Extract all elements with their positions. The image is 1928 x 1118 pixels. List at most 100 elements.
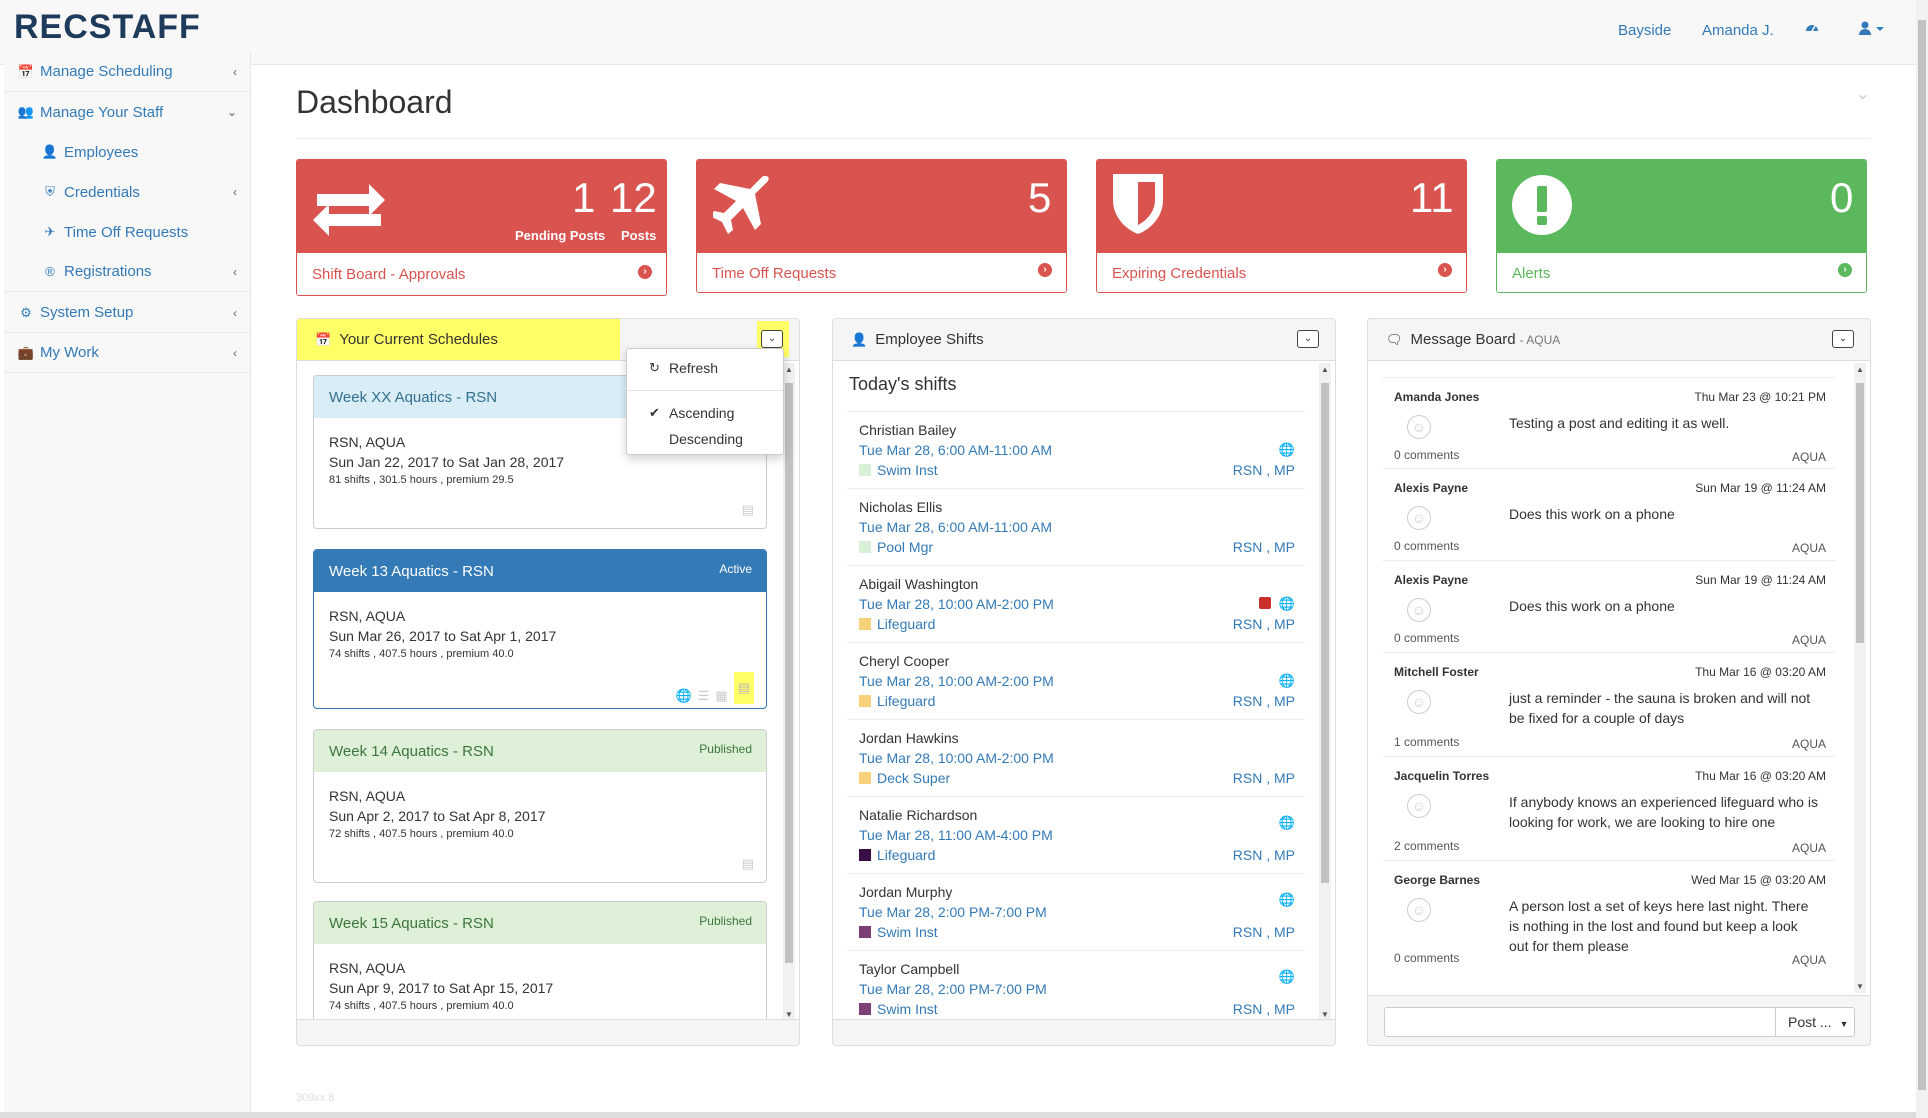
shift-time[interactable]: Tue Mar 28, 6:00 AM-11:00 AM bbox=[859, 442, 1052, 458]
comments-toggle[interactable]: 0 comments bbox=[1394, 631, 1460, 645]
shift-post-flag-icon[interactable] bbox=[1259, 597, 1271, 609]
message-board-toggle[interactable]: ⌄ bbox=[1832, 330, 1854, 348]
scroll-thumb[interactable] bbox=[1856, 383, 1864, 643]
refresh-menu-item[interactable]: ↻ Refresh bbox=[627, 357, 783, 379]
shift-row[interactable]: Nicholas Ellis Tue Mar 28, 6:00 AM-11:00… bbox=[847, 489, 1305, 566]
publish-icon[interactable]: ▤ bbox=[741, 502, 754, 517]
shift-time[interactable]: Tue Mar 28, 10:00 AM-2:00 PM bbox=[859, 750, 1054, 766]
scroll-up-icon[interactable]: ▲ bbox=[1856, 365, 1864, 374]
shift-location[interactable]: RSN , MP bbox=[1232, 539, 1295, 555]
smile-icon[interactable]: ☺ bbox=[1407, 415, 1431, 439]
sidebar-item-registrations[interactable]: ® Registrations ‹ bbox=[4, 252, 251, 292]
smile-icon[interactable]: ☺ bbox=[1407, 690, 1431, 714]
schedule-card[interactable]: Week 14 Aquatics - RSN Published RSN, AQ… bbox=[313, 729, 767, 883]
user-menu-icon[interactable] bbox=[1858, 20, 1886, 40]
sidebar-item-manage-scheduling[interactable]: 📅 Manage Scheduling ‹ bbox=[4, 52, 251, 92]
card-expiring-credentials[interactable]: 11 Expiring Credentials › bbox=[1096, 159, 1467, 293]
shift-role[interactable]: Swim Inst bbox=[859, 462, 938, 478]
shift-row[interactable]: Jordan Hawkins Tue Mar 28, 10:00 AM-2:00… bbox=[847, 720, 1305, 797]
comments-toggle[interactable]: 0 comments bbox=[1394, 951, 1460, 965]
card-shift-board-approvals[interactable]: 1 Pending Posts 12 Posts Shift Board - A… bbox=[296, 159, 667, 296]
scroll-up-icon[interactable]: ▲ bbox=[785, 365, 793, 374]
sidebar-item-manage-your-staff[interactable]: 👥 Manage Your Staff ⌄ bbox=[4, 92, 251, 132]
card-footer[interactable]: Shift Board - Approvals › bbox=[297, 253, 666, 295]
card-alerts[interactable]: 0 Alerts › bbox=[1496, 159, 1867, 293]
sidebar-item-employees[interactable]: 👤 Employees bbox=[4, 132, 251, 172]
shift-location[interactable]: RSN , MP bbox=[1232, 693, 1295, 709]
horizontal-scrollbar[interactable] bbox=[0, 1112, 1916, 1118]
schedule-card[interactable]: Week 13 Aquatics - RSN Active RSN, AQUA … bbox=[313, 549, 767, 709]
smile-icon[interactable]: ☺ bbox=[1407, 794, 1431, 818]
shift-location[interactable]: RSN , MP bbox=[1232, 1001, 1295, 1017]
scroll-thumb[interactable] bbox=[785, 383, 793, 963]
card-footer[interactable]: Time Off Requests › bbox=[697, 253, 1066, 292]
ascending-menu-item[interactable]: ✔ Ascending bbox=[627, 402, 783, 424]
comments-toggle[interactable]: 1 comments bbox=[1394, 735, 1460, 749]
shift-role[interactable]: Swim Inst bbox=[859, 1001, 938, 1017]
page-scrollbar[interactable] bbox=[1916, 0, 1928, 1118]
smile-icon[interactable]: ☺ bbox=[1407, 506, 1431, 530]
message-input[interactable] bbox=[1384, 1007, 1776, 1037]
schedule-header[interactable]: Week 14 Aquatics - RSN Published bbox=[314, 730, 766, 772]
smile-icon[interactable]: ☺ bbox=[1407, 598, 1431, 622]
shift-row[interactable]: Christian Bailey Tue Mar 28, 6:00 AM-11:… bbox=[847, 412, 1305, 489]
shift-role[interactable]: Lifeguard bbox=[859, 847, 935, 863]
shift-time[interactable]: Tue Mar 28, 2:00 PM-7:00 PM bbox=[859, 981, 1047, 997]
globe-icon[interactable]: 🌐 bbox=[1278, 673, 1295, 688]
shift-location[interactable]: RSN , MP bbox=[1232, 770, 1295, 786]
table-icon[interactable]: ▦ bbox=[715, 688, 728, 703]
scroll-down-icon[interactable]: ▼ bbox=[1856, 982, 1864, 991]
sidebar-item-time-off-requests[interactable]: ✈ Time Off Requests bbox=[4, 212, 251, 252]
post-button[interactable]: Post ... ▼ bbox=[1775, 1007, 1855, 1037]
globe-icon[interactable]: 🌐 bbox=[1278, 815, 1295, 830]
descending-menu-item[interactable]: Descending bbox=[627, 428, 783, 450]
shift-time[interactable]: Tue Mar 28, 10:00 AM-2:00 PM bbox=[859, 596, 1054, 612]
schedules-scrollbar[interactable]: ▲ ▼ bbox=[783, 363, 795, 1021]
shift-location[interactable]: RSN , MP bbox=[1232, 924, 1295, 940]
card-time-off-requests[interactable]: 5 Time Off Requests › bbox=[696, 159, 1067, 293]
shift-role[interactable]: Lifeguard bbox=[859, 616, 935, 632]
scroll-down-icon[interactable]: ▼ bbox=[1321, 1010, 1329, 1019]
shift-location[interactable]: RSN , MP bbox=[1232, 847, 1295, 863]
comments-toggle[interactable]: 0 comments bbox=[1394, 539, 1460, 553]
shift-role[interactable]: Pool Mgr bbox=[859, 539, 933, 555]
globe-icon[interactable]: 🌐 bbox=[1278, 892, 1295, 907]
scroll-up-icon[interactable]: ▲ bbox=[1321, 365, 1329, 374]
shift-time[interactable]: Tue Mar 28, 10:00 AM-2:00 PM bbox=[859, 673, 1054, 689]
shift-time[interactable]: Tue Mar 28, 11:00 AM-4:00 PM bbox=[859, 827, 1053, 843]
shift-time[interactable]: Tue Mar 28, 2:00 PM-7:00 PM bbox=[859, 904, 1047, 920]
location-link[interactable]: Bayside bbox=[1618, 22, 1672, 39]
shift-row[interactable]: Jordan Murphy Tue Mar 28, 2:00 PM-7:00 P… bbox=[847, 874, 1305, 951]
globe-icon[interactable]: 🌐 bbox=[1278, 969, 1295, 984]
publish-icon[interactable]: ▤ bbox=[733, 672, 754, 704]
shift-role[interactable]: Swim Inst bbox=[859, 924, 938, 940]
comments-toggle[interactable]: 0 comments bbox=[1394, 448, 1460, 462]
comments-toggle[interactable]: 2 comments bbox=[1394, 839, 1460, 853]
user-name-link[interactable]: Amanda J. bbox=[1702, 22, 1774, 39]
shift-row[interactable]: Natalie Richardson Tue Mar 28, 11:00 AM-… bbox=[847, 797, 1305, 874]
shifts-panel-toggle[interactable]: ⌄ bbox=[1297, 330, 1319, 348]
scroll-thumb[interactable] bbox=[1321, 383, 1329, 883]
sidebar-item-my-work[interactable]: 💼 My Work ‹ bbox=[4, 333, 251, 373]
tachometer-icon[interactable] bbox=[1804, 20, 1820, 40]
publish-icon[interactable]: ▤ bbox=[741, 856, 754, 871]
messages-scrollbar[interactable]: ▲ ▼ bbox=[1854, 363, 1866, 993]
shift-location[interactable]: RSN , MP bbox=[1232, 616, 1295, 632]
shift-time[interactable]: Tue Mar 28, 6:00 AM-11:00 AM bbox=[859, 519, 1052, 535]
list-icon[interactable]: ☰ bbox=[697, 688, 710, 703]
card-footer[interactable]: Expiring Credentials › bbox=[1097, 253, 1466, 292]
schedule-card[interactable]: Week 15 Aquatics - RSN Published RSN, AQ… bbox=[313, 901, 767, 1041]
page-scroll-thumb[interactable] bbox=[1918, 20, 1926, 1090]
shift-row[interactable]: Taylor Campbell Tue Mar 28, 2:00 PM-7:00… bbox=[847, 951, 1305, 1028]
brand-logo[interactable]: RECSTAFF bbox=[14, 8, 201, 46]
shift-row[interactable]: Abigail Washington Tue Mar 28, 10:00 AM-… bbox=[847, 566, 1305, 643]
globe-icon[interactable]: 🌐 bbox=[1278, 442, 1295, 457]
scroll-down-icon[interactable]: ▼ bbox=[785, 1010, 793, 1019]
card-footer[interactable]: Alerts › bbox=[1497, 253, 1866, 292]
globe-icon[interactable]: 🌐 bbox=[675, 688, 692, 703]
schedule-header[interactable]: Week 15 Aquatics - RSN Published bbox=[314, 902, 766, 944]
sidebar-item-system-setup[interactable]: ⚙ System Setup ‹ bbox=[4, 293, 251, 333]
globe-icon[interactable]: 🌐 bbox=[1278, 596, 1295, 611]
shift-row[interactable]: Cheryl Cooper Tue Mar 28, 10:00 AM-2:00 … bbox=[847, 643, 1305, 720]
shifts-scrollbar[interactable]: ▲ ▼ bbox=[1319, 363, 1331, 1021]
